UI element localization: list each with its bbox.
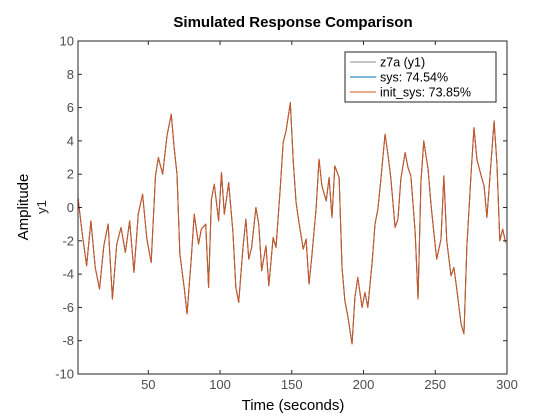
x-tick-label-100: 100 [209,377,231,392]
y-tick-label-8: 8 [67,67,74,82]
y-tick-label--10: -10 [55,367,74,382]
legend: z7a (y1) sys: 74.54% init_sys: 73.85% [344,51,497,103]
series-layer [77,102,507,345]
legend-label-sys: sys: 74.54% [380,71,448,85]
axes-box [77,40,508,375]
series-init-sys-line [77,102,507,345]
y-tick-label-4: 4 [67,133,74,148]
x-tick-label-50: 50 [141,377,155,392]
x-tick-label-150: 150 [281,377,303,392]
x-axis-label: Time (seconds) [242,397,345,414]
x-tick-label-250: 250 [424,377,446,392]
y-tick-label-0: 0 [67,200,74,215]
channel-label: y1 [34,200,49,214]
x-tick-label-200: 200 [353,377,375,392]
x-tick-label-300: 300 [496,377,518,392]
ticks-layer: 50 100 150 200 250 300 -10 -8 -6 -4 -2 0 2 4 6 8 10 [55,34,518,393]
y-tick-label-2: 2 [67,167,74,182]
y-tick-label--2: -2 [62,233,74,248]
legend-label-init-sys: init_sys: 73.85% [380,86,471,100]
y-tick-label--6: -6 [62,300,74,315]
legend-label-z7a: z7a (y1) [380,56,425,70]
y-tick-label-6: 6 [67,100,74,115]
y-axis-label: Amplitude [15,174,32,241]
y-tick-label--4: -4 [62,267,74,282]
y-tick-label--8: -8 [62,333,74,348]
y-tick-label-10: 10 [60,34,74,49]
chart-title: Simulated Response Comparison [173,14,412,31]
